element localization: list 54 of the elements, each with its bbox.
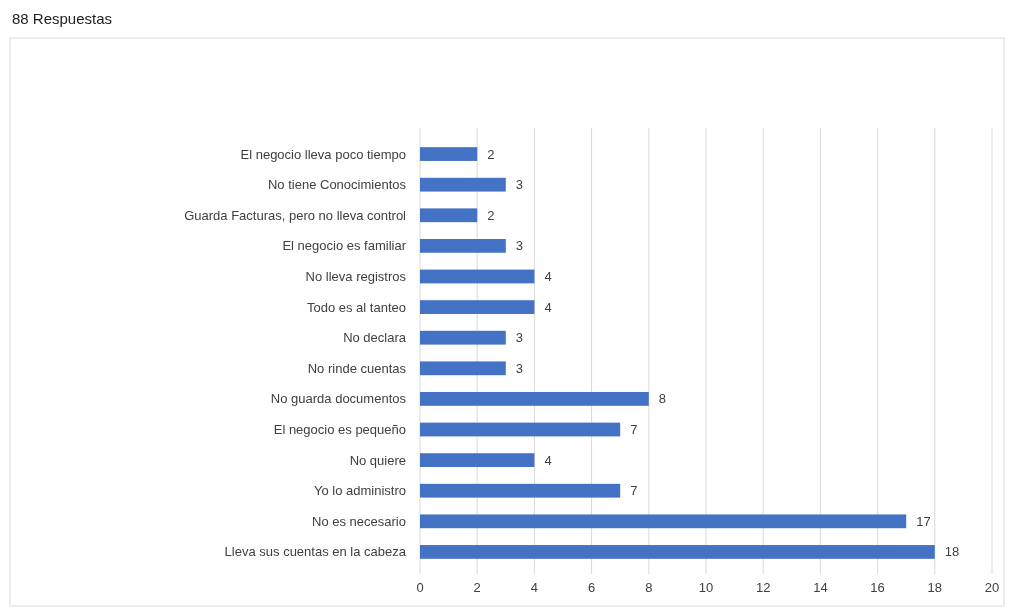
data-label: 17	[916, 513, 931, 529]
data-label: 4	[544, 299, 552, 315]
bar	[420, 361, 506, 376]
bar	[420, 392, 649, 406]
data-label: 3	[515, 330, 524, 346]
x-tick-label: 12	[755, 580, 771, 595]
bar	[420, 483, 621, 498]
x-tick-label: 2	[473, 580, 481, 595]
data-label: 7	[630, 422, 638, 438]
bar	[420, 514, 907, 529]
x-tick-label: 20	[984, 580, 1000, 595]
y-tick-label: No quiere	[349, 452, 406, 468]
data-label: 8	[658, 391, 667, 407]
bar	[420, 208, 478, 223]
y-tick-label: Yo lo administro	[313, 483, 406, 499]
x-tick-label: 14	[813, 580, 828, 595]
x-tick-label: 8	[645, 580, 653, 595]
y-tick-label: El negocio es familiar	[282, 238, 407, 254]
y-tick-label: No lleva registros	[305, 269, 407, 285]
bar	[420, 147, 478, 161]
data-label: 4	[544, 452, 552, 468]
x-tick-label: 18	[927, 580, 943, 595]
y-tick-label: El negocio lleva poco tiempo	[240, 146, 406, 162]
text: 88 Respuestas	[12, 10, 113, 27]
x-tick-label: 16	[870, 580, 885, 595]
data-label: 18	[944, 544, 960, 560]
bar	[420, 300, 535, 314]
data-label: 2	[487, 207, 495, 223]
bar	[420, 453, 535, 467]
y-tick-label: No declara	[343, 330, 407, 346]
bar	[420, 422, 621, 437]
data-label: 2	[487, 146, 495, 162]
y-tick-label: El negocio es pequeño	[273, 422, 406, 438]
bar	[420, 330, 506, 345]
y-tick-label: Guarda Facturas, pero no lleva control	[184, 207, 407, 223]
bar	[420, 269, 535, 284]
y-tick-label: Lleva sus cuentas en la cabeza	[224, 544, 407, 560]
data-label: 3	[515, 360, 524, 376]
data-label: 4	[544, 269, 552, 285]
bar	[420, 239, 506, 253]
bar	[420, 545, 935, 559]
y-tick-label: Todo es al tanteo	[306, 299, 406, 315]
x-tick-label: 6	[587, 580, 596, 595]
y-tick-label: No tiene Conocimientos	[267, 177, 407, 193]
x-tick-label: 0	[416, 580, 424, 595]
data-label: 7	[630, 483, 638, 499]
y-tick-label: No es necesario	[312, 513, 406, 529]
y-tick-label: No guarda documentos	[270, 391, 407, 407]
data-label: 3	[515, 238, 524, 254]
y-tick-label: No rinde cuentas	[307, 360, 407, 376]
bar	[420, 177, 506, 192]
x-tick-label: 10	[698, 580, 714, 595]
data-label: 3	[515, 177, 524, 193]
x-tick-label: 4	[530, 580, 539, 595]
